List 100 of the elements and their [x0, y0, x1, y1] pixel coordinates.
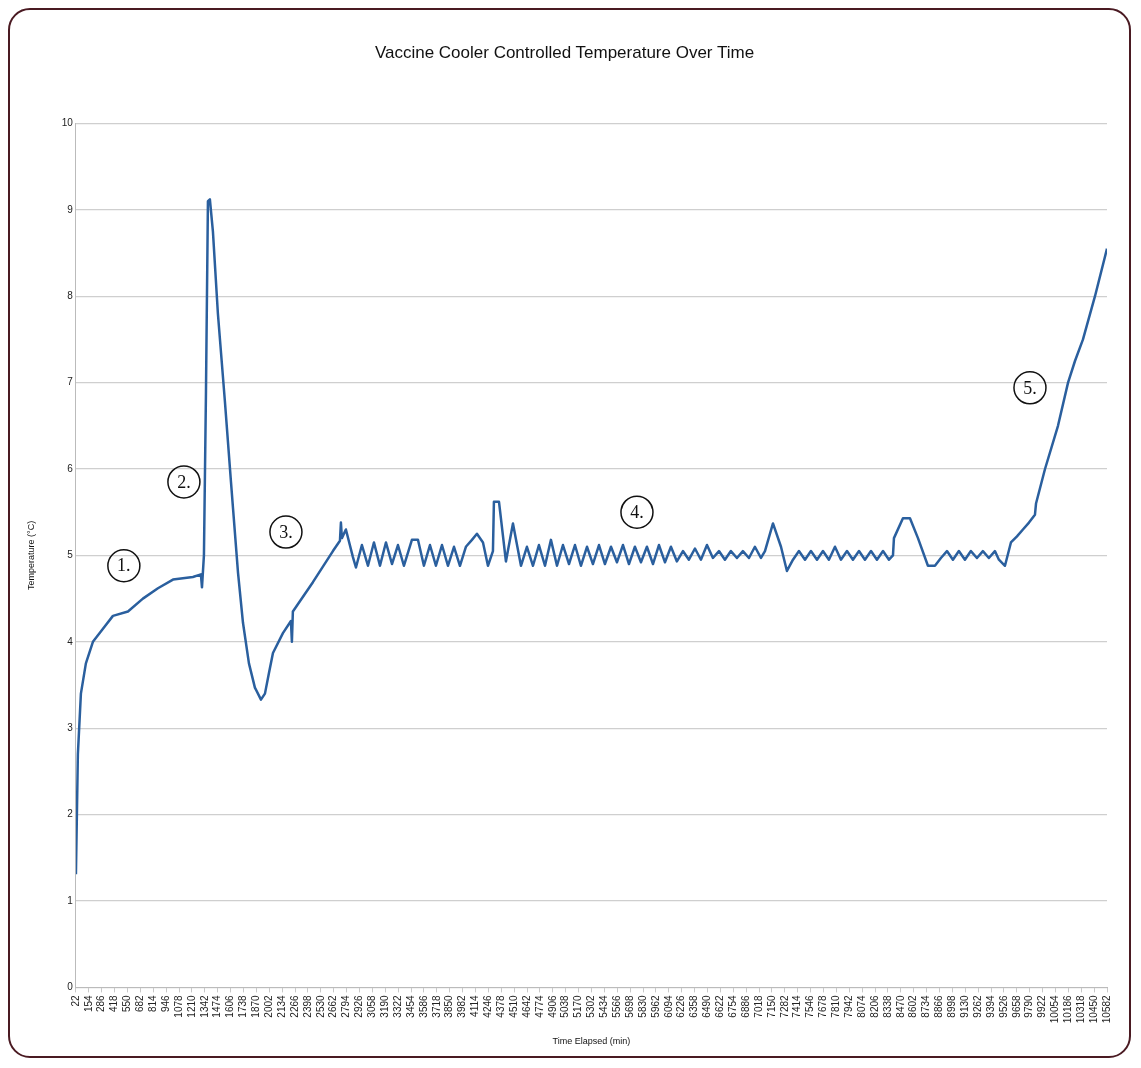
x-tick-label: 4246 — [482, 994, 494, 1018]
x-tick-label: 6226 — [675, 994, 687, 1018]
y-axis-title: Temperature (°C) — [25, 520, 36, 590]
x-tick-label: 4510 — [507, 994, 519, 1018]
x-tick-label: 4114 — [469, 994, 481, 1017]
x-tick-label: 2398 — [301, 994, 313, 1018]
x-tick-label: 4906 — [546, 994, 558, 1018]
annotation: 5. — [1023, 377, 1037, 398]
x-tick-label: 10582 — [1100, 994, 1112, 1024]
annotation: 3. — [279, 521, 293, 542]
x-tick-label: 5434 — [598, 994, 610, 1018]
y-tick-label: 6 — [67, 462, 74, 474]
x-tick-label: 5698 — [623, 994, 635, 1018]
y-tick-label: 8 — [67, 289, 74, 301]
x-tick-label: 814 — [147, 994, 158, 1013]
x-tick-label: 6754 — [726, 994, 738, 1018]
x-tick-label: 8998 — [946, 994, 958, 1018]
y-tick-label: 0 — [67, 981, 74, 993]
x-tick-label: 7942 — [842, 994, 854, 1018]
chart-title: Vaccine Cooler Controlled Temperature Over Time — [374, 42, 755, 62]
x-tick-label: 6886 — [739, 994, 751, 1018]
x-tick-label: 4378 — [494, 994, 506, 1018]
y-tick-label: 4 — [67, 635, 74, 647]
x-tick-label: 550 — [121, 994, 133, 1013]
y-tick-label: 1 — [67, 894, 74, 906]
x-tick-label: 10450 — [1087, 994, 1099, 1024]
annotation: 4. — [630, 501, 644, 522]
x-tick-label: 7018 — [752, 994, 764, 1018]
x-tick-label: 7150 — [765, 994, 777, 1018]
x-tick-label: 8074 — [855, 994, 867, 1018]
y-tick-label: 3 — [67, 721, 74, 733]
x-tick-label: 1342 — [198, 994, 210, 1018]
x-tick-label: 3322 — [391, 994, 403, 1018]
x-tick-label: 5566 — [610, 994, 622, 1018]
x-tick-label: 7810 — [830, 994, 842, 1018]
x-tick-label: 7414 — [791, 994, 803, 1018]
x-tick-label: 6622 — [714, 994, 726, 1018]
x-tick-label: 7282 — [778, 994, 790, 1018]
x-tick-label: 10186 — [1062, 994, 1074, 1024]
x-tick-label: 5038 — [559, 994, 571, 1018]
x-tick-label: 6490 — [701, 994, 713, 1018]
annotation: 2. — [177, 471, 191, 492]
x-tick-label: 1606 — [224, 994, 236, 1018]
x-tick-label: 5302 — [585, 994, 597, 1018]
x-tick-label: 1738 — [237, 994, 249, 1018]
x-tick-label: 3718 — [430, 994, 442, 1018]
x-tick-label: 10054 — [1049, 994, 1061, 1024]
x-tick-label: 7546 — [804, 994, 816, 1018]
x-tick-label: 2794 — [340, 994, 352, 1018]
x-tick-label: 8866 — [933, 994, 945, 1018]
x-tick-label: 9262 — [971, 994, 983, 1018]
x-tick-label: 2002 — [263, 994, 274, 1018]
x-tick-label: 3058 — [366, 994, 378, 1018]
x-tick-label: 3850 — [443, 994, 455, 1018]
x-tick-label: 8206 — [868, 994, 880, 1018]
x-tick-label: 7678 — [817, 994, 829, 1018]
x-tick-label: 9790 — [1023, 994, 1035, 1018]
annotation: 1. — [117, 555, 131, 576]
y-tick-label: 2 — [67, 808, 74, 820]
x-tick-label: 9130 — [958, 994, 970, 1018]
x-tick-label: 154 — [82, 994, 94, 1013]
x-tick-label: 3454 — [404, 994, 416, 1018]
x-tick-label: 9394 — [984, 994, 996, 1018]
x-tick-label: 3190 — [379, 994, 390, 1018]
x-tick-label: 4642 — [520, 994, 532, 1018]
x-tick-label: 22 — [69, 994, 81, 1007]
y-tick-label: 10 — [61, 117, 74, 129]
x-tick-label: 10318 — [1074, 994, 1086, 1024]
x-tick-label: 5170 — [572, 994, 584, 1018]
x-tick-label: 8470 — [894, 994, 906, 1018]
x-tick-label: 1210 — [185, 994, 197, 1018]
x-tick-label: 418 — [108, 994, 120, 1013]
y-tick-label: 5 — [67, 549, 74, 561]
x-tick-label: 1474 — [211, 994, 223, 1018]
x-tick-label: 8602 — [907, 994, 919, 1018]
x-tick-label: 5962 — [649, 994, 661, 1018]
x-tick-label: 2530 — [314, 994, 326, 1018]
x-tick-label: 946 — [159, 994, 171, 1013]
x-tick-label: 2134 — [275, 994, 287, 1018]
x-tick-label: 5830 — [636, 994, 648, 1018]
x-tick-label: 286 — [95, 994, 107, 1013]
x-tick-label: 9526 — [997, 994, 1009, 1018]
x-tick-label: 4774 — [533, 994, 545, 1018]
x-tick-label: 1078 — [172, 994, 184, 1018]
x-tick-label: 8734 — [920, 994, 932, 1018]
x-tick-label: 682 — [134, 994, 146, 1013]
x-tick-label: 2926 — [353, 994, 365, 1018]
x-tick-label: 6094 — [662, 994, 674, 1018]
x-tick-label: 8338 — [881, 994, 893, 1018]
x-axis-title: Time Elapsed (min) — [552, 1036, 631, 1047]
x-tick-label: 9922 — [1036, 994, 1048, 1018]
x-tick-label: 6358 — [688, 994, 700, 1018]
x-tick-label: 3586 — [417, 994, 429, 1018]
x-tick-label: 2266 — [288, 994, 300, 1018]
x-tick-label: 2662 — [327, 994, 339, 1018]
x-tick-label: 3982 — [456, 994, 468, 1018]
y-tick-label: 9 — [67, 203, 74, 215]
y-tick-label: 7 — [67, 376, 74, 388]
x-tick-label: 1870 — [250, 994, 262, 1018]
x-tick-label: 9658 — [1010, 994, 1022, 1018]
